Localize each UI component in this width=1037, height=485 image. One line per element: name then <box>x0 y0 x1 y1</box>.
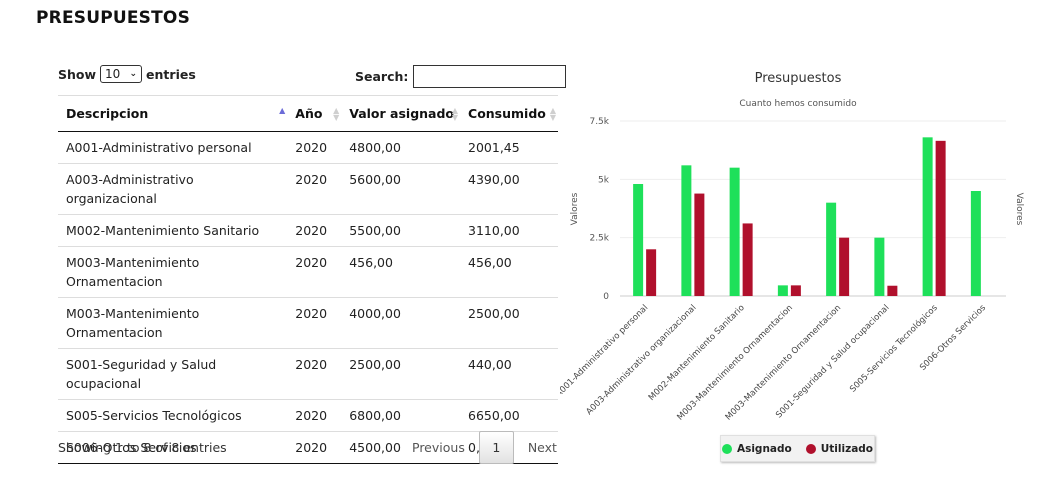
chart-title: Presupuestos <box>755 71 842 86</box>
x-tick-label: M002-Mantenimiento Sanitario <box>647 303 747 403</box>
legend-item-asignado[interactable]: Asignado <box>721 443 792 455</box>
cell-valor-asignado: 456,00 <box>341 246 461 298</box>
cell-consumido: 4390,00 <box>460 163 558 215</box>
cell-consumido: 2001,45 <box>460 131 558 164</box>
cell-consumido: 6650,00 <box>460 399 558 432</box>
column-header-descripcion[interactable]: Descripcion ▲ <box>58 95 288 132</box>
y-tick-label: 0 <box>603 292 609 302</box>
cell-descripcion: A001-Administrativo personal <box>58 131 288 164</box>
y-tick-label: 2.5k <box>589 234 609 244</box>
cell-consumido: 3110,00 <box>460 214 558 247</box>
cell-ano: 2020 <box>287 297 342 349</box>
cell-ano: 2020 <box>287 431 342 464</box>
cell-ano: 2020 <box>287 246 342 298</box>
cell-valor-asignado: 4800,00 <box>341 131 461 164</box>
cell-consumido: 456,00 <box>460 246 558 298</box>
chart-legend: Asignado Utilizado <box>720 435 875 462</box>
y-tick-label: 5k <box>598 175 610 185</box>
cell-ano: 2020 <box>287 348 342 400</box>
y-tick-label: 7.5k <box>589 117 609 127</box>
chart-svg: Presupuestos Cuanto hemos consumido 0 2.5k 5… <box>560 71 1024 423</box>
legend-marker-asignado <box>721 443 732 454</box>
x-tick-label: S005-Servicios Tecnológicos <box>848 302 941 395</box>
cell-descripcion: M003-Mantenimiento Ornamentacion <box>58 246 288 298</box>
column-header-ano[interactable]: Año ▲ ▼ <box>287 95 342 132</box>
previous-button[interactable]: Previous <box>412 440 465 455</box>
legend-marker-utilizado <box>805 443 816 454</box>
bar-utilizado <box>790 285 801 296</box>
cell-descripcion: S001-Seguridad y Salud ocupacional <box>58 348 288 400</box>
pagination: Previous 1 Next <box>398 431 571 464</box>
table-row: A003-Administrativo organizacional 2020 56… <box>58 163 558 215</box>
bar-asignado <box>970 191 981 296</box>
table-row: S001-Seguridad y Salud ocupacional 2020 25… <box>58 348 558 400</box>
cell-descripcion: S006-Otros Servicios <box>58 431 288 464</box>
table-row: S005-Servicios Tecnológicos 2020 6800,00 66… <box>58 399 558 432</box>
budget-table: Descripcion ▲ Año ▲ ▼ Valor asignado ▲ ▼ C… <box>58 95 558 464</box>
search-label: Search: <box>355 69 409 84</box>
cell-valor-asignado: 5500,00 <box>341 214 461 247</box>
bar-asignado <box>681 165 692 296</box>
page-title: PRESUPUESTOS <box>36 8 191 28</box>
show-label: Show <box>58 66 97 82</box>
cell-ano: 2020 <box>287 214 342 247</box>
column-header-valor-asignado[interactable]: Valor asignado ▲ ▼ <box>341 95 461 132</box>
cell-consumido: 440,00 <box>460 348 558 400</box>
table-header-row: Descripcion ▲ Año ▲ ▼ Valor asignado ▲ ▼ C… <box>58 95 558 132</box>
bar-utilizado <box>935 140 946 296</box>
bar-asignado <box>633 184 644 296</box>
sort-icon: ▲ ▼ <box>333 106 340 122</box>
budget-chart: Presupuestos Cuanto hemos consumido 0 2.5k 5… <box>560 55 1037 485</box>
cell-valor-asignado: 2500,00 <box>341 348 461 400</box>
entries-length-control: Show 10 ⌄ entries <box>58 65 196 83</box>
table-row: A001-Administrativo personal 2020 4800,00 2… <box>58 131 558 164</box>
sort-icon: ▲ ▼ <box>549 106 556 122</box>
bar-asignado <box>922 137 933 296</box>
search-input[interactable] <box>413 65 567 88</box>
bar-asignado <box>874 237 885 296</box>
cell-valor-asignado: 6800,00 <box>341 399 461 432</box>
bar-utilizado <box>742 223 753 296</box>
cell-valor-asignado: 5600,00 <box>341 163 461 215</box>
next-button[interactable]: Next <box>527 440 557 455</box>
entries-label: entries <box>146 66 196 82</box>
x-tick-label: A001-Administrativo personal <box>560 303 650 399</box>
sort-icon: ▲ ▼ <box>451 106 459 122</box>
length-value: 10 <box>105 67 121 81</box>
chevron-down-icon: ⌄ <box>129 69 138 79</box>
bar-utilizado <box>694 193 705 296</box>
table-row: M002-Mantenimiento Sanitario 2020 5500,00 3… <box>58 214 558 247</box>
cell-ano: 2020 <box>287 131 342 164</box>
cell-descripcion: S005-Servicios Tecnológicos <box>58 399 288 432</box>
chart-subtitle: Cuanto hemos consumido <box>739 99 857 109</box>
bar-asignado <box>729 167 740 296</box>
sort-ascending-icon: ▲ <box>279 106 286 115</box>
table-info: Showing 1 to 8 of 8 entries <box>58 440 227 455</box>
bar-asignado <box>826 202 837 296</box>
cell-valor-asignado: 4000,00 <box>341 297 461 349</box>
bar-utilizado <box>839 237 850 296</box>
cell-descripcion: A003-Administrativo organizacional <box>58 163 288 215</box>
bar-utilizado <box>646 249 657 296</box>
y-axis-label-right: Valores <box>1014 193 1024 226</box>
legend-item-utilizado[interactable]: Utilizado <box>805 443 873 455</box>
column-header-consumido[interactable]: Consumido ▲ ▼ <box>460 95 558 132</box>
entries-length-select[interactable]: 10 ⌄ <box>100 65 143 83</box>
bar-asignado <box>777 285 788 296</box>
page-1-button[interactable]: 1 <box>478 431 514 464</box>
table-body: A001-Administrativo personal 2020 4800,00 2… <box>58 131 558 464</box>
cell-valor-asignado: 4500,00 <box>341 431 461 464</box>
cell-descripcion: M003-Mantenimiento Ornamentacion <box>58 297 288 349</box>
cell-ano: 2020 <box>287 163 342 215</box>
cell-consumido: 2500,00 <box>460 297 558 349</box>
y-axis-label: Valores <box>570 192 580 225</box>
bar-utilizado <box>887 285 898 296</box>
table-row: M003-Mantenimiento Ornamentacion 2020 456,… <box>58 246 558 298</box>
cell-ano: 2020 <box>287 399 342 432</box>
table-row: M003-Mantenimiento Ornamentacion 2020 4000… <box>58 297 558 349</box>
cell-descripcion: M002-Mantenimiento Sanitario <box>58 214 288 247</box>
search-control: Search: <box>355 65 567 88</box>
